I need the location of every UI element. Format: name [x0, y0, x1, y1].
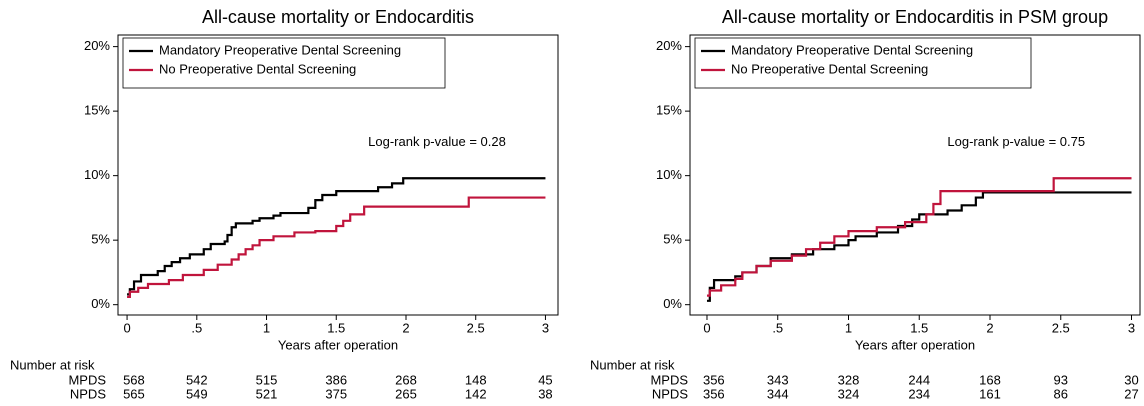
risk-count: 344: [767, 386, 789, 401]
risk-count: 568: [123, 372, 145, 387]
plot-frame: [689, 34, 1141, 316]
x-tick-label: .5: [772, 320, 783, 335]
risk-count: 38: [538, 386, 552, 401]
annotation: Log-rank p-value = 0.75: [947, 134, 1085, 149]
legend-label: Mandatory Preoperative Dental Screening: [731, 42, 973, 57]
survival-curve: [706, 177, 1132, 297]
risk-count: 515: [256, 372, 278, 387]
risk-count: 161: [979, 386, 1001, 401]
y-tick-label: 20%: [656, 38, 682, 53]
y-tick-label: 10%: [84, 167, 110, 182]
risk-count: 343: [767, 372, 789, 387]
x-tick-label: .5: [191, 320, 202, 335]
risk-count: 30: [1124, 372, 1138, 387]
risk-table-title: Number at risk: [10, 357, 95, 372]
risk-count: 324: [838, 386, 860, 401]
y-tick-label: 15%: [656, 103, 682, 118]
y-tick-label: 20%: [84, 38, 110, 53]
risk-count: 549: [186, 386, 208, 401]
risk-count: 328: [838, 372, 860, 387]
y-tick-label: 0%: [91, 296, 110, 311]
risk-count: 45: [538, 372, 552, 387]
x-tick-label: 3: [542, 320, 549, 335]
y-tick-label: 0%: [663, 296, 682, 311]
x-tick-label: 0: [703, 320, 710, 335]
survival-curve: [127, 177, 546, 296]
x-axis-label: Years after operation: [855, 337, 975, 352]
survival-curve: [706, 191, 1132, 302]
y-tick-label: 5%: [91, 232, 110, 247]
risk-count: 565: [123, 386, 145, 401]
x-tick-label: 1.5: [327, 320, 345, 335]
risk-count: 168: [979, 372, 1001, 387]
risk-table-title: Number at risk: [590, 357, 675, 372]
legend-label: Mandatory Preoperative Dental Screening: [159, 42, 401, 57]
x-tick-label: 1: [845, 320, 852, 335]
plot-frame: [117, 34, 559, 316]
risk-count: 268: [395, 372, 417, 387]
annotation: Log-rank p-value = 0.28: [368, 134, 506, 149]
risk-row-label: MPDS: [68, 372, 106, 387]
survival-curve: [127, 196, 546, 299]
chart-panel: All-cause mortality or Endocarditis 0% 5% 1…: [10, 7, 559, 401]
risk-count: 244: [908, 372, 930, 387]
x-tick-label: 3: [1128, 320, 1135, 335]
x-tick-label: 1: [263, 320, 270, 335]
risk-row-label: MPDS: [650, 372, 688, 387]
chart-panel: All-cause mortality or Endocarditis in P…: [590, 7, 1141, 401]
x-tick-label: 2: [402, 320, 409, 335]
risk-count: 356: [703, 386, 725, 401]
risk-count: 542: [186, 372, 208, 387]
risk-count: 521: [256, 386, 278, 401]
x-axis-label: Years after operation: [278, 337, 398, 352]
chart-title: All-cause mortality or Endocarditis: [202, 7, 474, 27]
legend-box: [122, 37, 446, 89]
risk-row-label: NPDS: [652, 386, 688, 401]
legend-label: No Preoperative Dental Screening: [159, 61, 356, 76]
x-tick-label: 2.5: [467, 320, 485, 335]
y-tick-label: 5%: [663, 232, 682, 247]
risk-count: 375: [325, 386, 347, 401]
x-tick-label: 0: [123, 320, 130, 335]
risk-count: 86: [1054, 386, 1068, 401]
risk-count: 93: [1054, 372, 1068, 387]
risk-count: 265: [395, 386, 417, 401]
risk-count: 27: [1124, 386, 1138, 401]
chart-title: All-cause mortality or Endocarditis in P…: [722, 7, 1108, 27]
y-tick-label: 15%: [84, 103, 110, 118]
risk-count: 148: [465, 372, 487, 387]
x-tick-label: 1.5: [910, 320, 928, 335]
risk-count: 234: [908, 386, 930, 401]
x-tick-label: 2.5: [1052, 320, 1070, 335]
risk-count: 356: [703, 372, 725, 387]
legend-box: [694, 37, 1032, 89]
y-tick-label: 10%: [656, 167, 682, 182]
risk-row-label: NPDS: [70, 386, 106, 401]
risk-count: 142: [465, 386, 487, 401]
legend-label: No Preoperative Dental Screening: [731, 61, 928, 76]
risk-count: 386: [325, 372, 347, 387]
x-tick-label: 2: [986, 320, 993, 335]
